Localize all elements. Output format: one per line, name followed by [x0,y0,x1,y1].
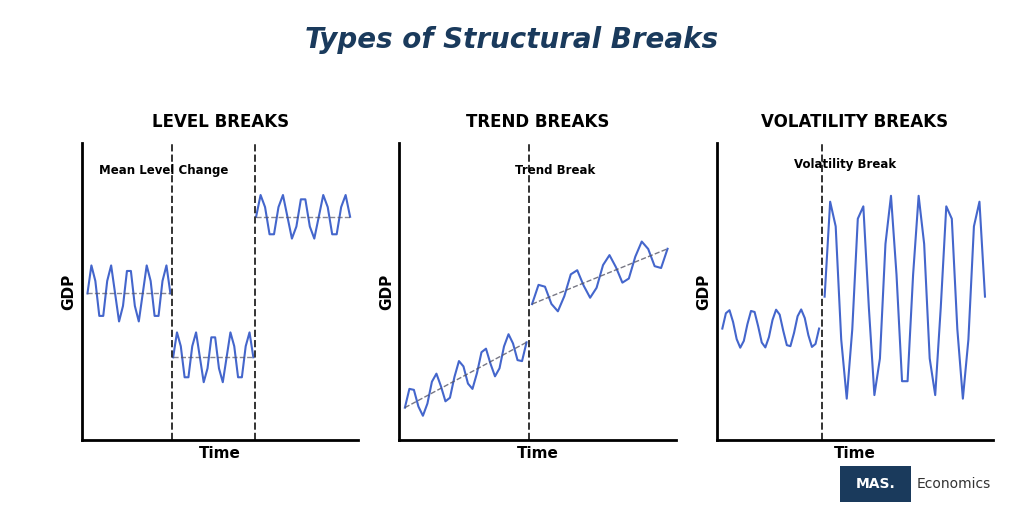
Text: Mean Level Change: Mean Level Change [98,164,228,177]
Y-axis label: GDP: GDP [61,274,77,310]
X-axis label: Time: Time [835,446,876,461]
Y-axis label: GDP: GDP [379,274,394,310]
Text: Volatility Break: Volatility Break [795,158,896,171]
X-axis label: Time: Time [200,446,241,461]
Text: MAS.: MAS. [856,477,895,491]
Title: LEVEL BREAKS: LEVEL BREAKS [152,113,289,131]
Y-axis label: GDP: GDP [696,274,712,310]
Text: Economics: Economics [916,477,991,491]
Title: VOLATILITY BREAKS: VOLATILITY BREAKS [762,113,948,131]
X-axis label: Time: Time [517,446,558,461]
Title: TREND BREAKS: TREND BREAKS [466,113,609,131]
Text: Types of Structural Breaks: Types of Structural Breaks [305,26,719,54]
Text: Trend Break: Trend Break [515,164,596,177]
